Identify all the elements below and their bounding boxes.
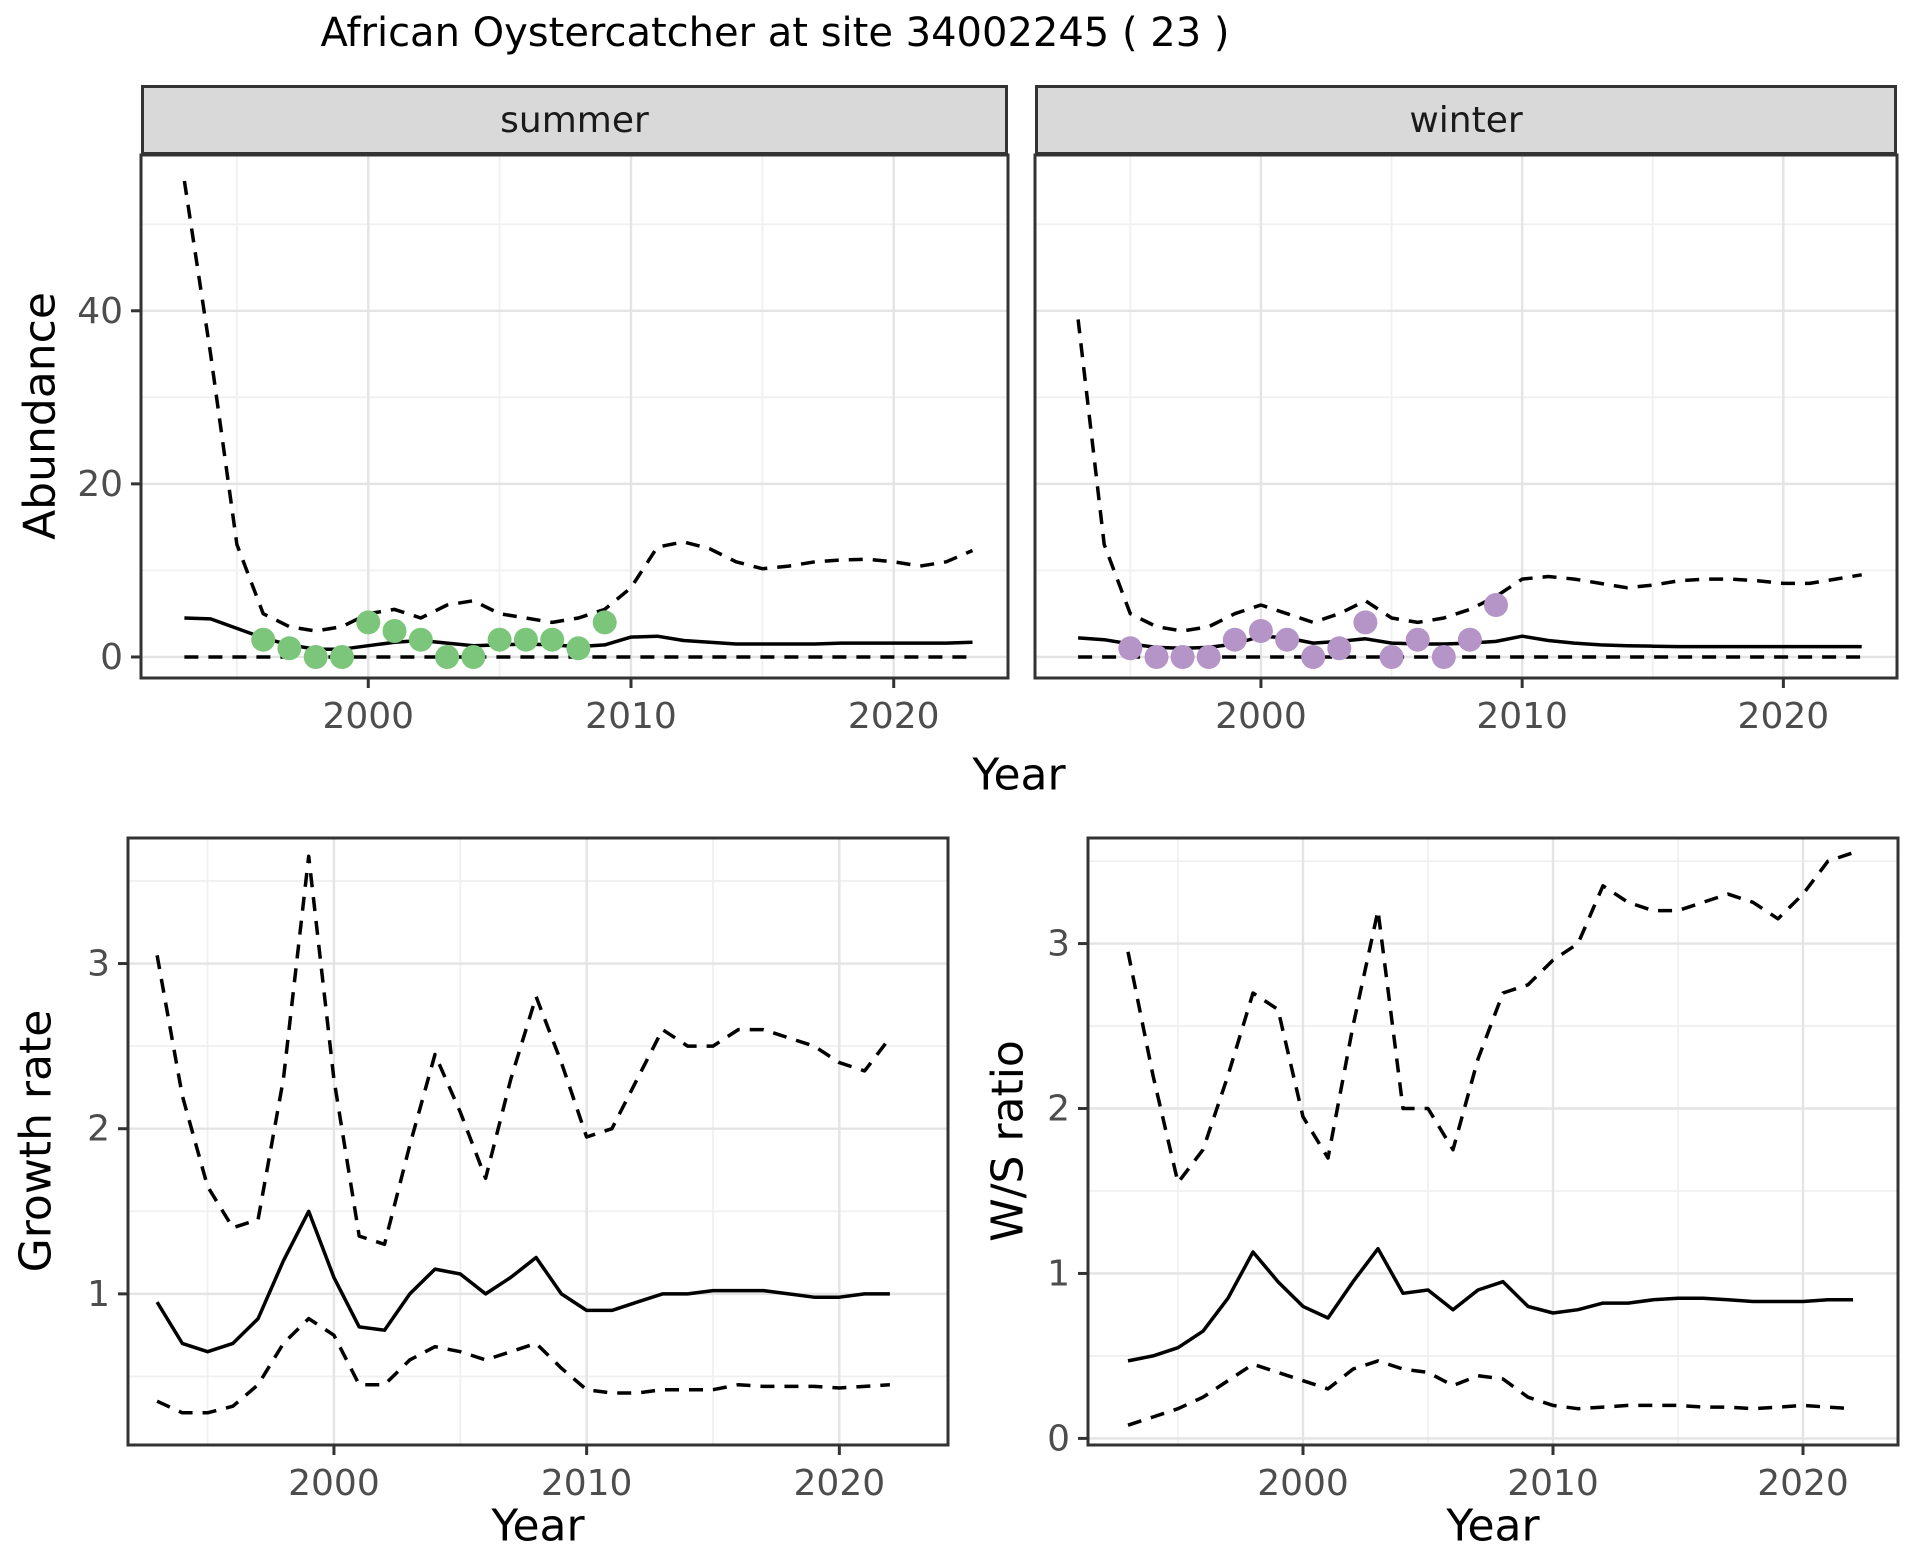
y-tick-label: 0 bbox=[1047, 1418, 1070, 1459]
x-tick-label: 2020 bbox=[848, 696, 940, 737]
observed-count-summer bbox=[251, 627, 276, 652]
panel-abundance-winter: 2000 2010 2020 bbox=[1033, 153, 1899, 737]
observed-count-summer bbox=[408, 627, 433, 652]
observed-count-winter bbox=[1248, 619, 1273, 643]
y-tick-label: 0 bbox=[100, 637, 123, 678]
series-lower-ci bbox=[1127, 1359, 1854, 1427]
observed-count-summer bbox=[461, 645, 486, 669]
y-tick-label: 3 bbox=[87, 944, 110, 985]
observed-count-summer bbox=[566, 636, 591, 661]
observed-count-summer bbox=[303, 645, 328, 669]
observed-count-summer bbox=[330, 645, 354, 669]
panel-ws-ratio: 2000 2010 2020 0 1 2 3 bbox=[1047, 836, 1900, 1504]
series-median bbox=[155, 1209, 890, 1354]
x-tick-label: 2010 bbox=[585, 696, 677, 737]
series-upper-ci bbox=[1126, 851, 1854, 1185]
y-tick-label: 2 bbox=[1047, 1089, 1070, 1130]
observed-count-winter bbox=[1196, 645, 1221, 669]
series-lower-ci bbox=[156, 1316, 891, 1415]
facet-strip-winter: winter bbox=[1035, 85, 1897, 155]
x-tick-label: 2020 bbox=[794, 1463, 886, 1504]
observed-count-winter bbox=[1353, 610, 1378, 635]
observed-count-winter bbox=[1405, 627, 1430, 652]
x-tick-label: 2010 bbox=[541, 1463, 633, 1504]
x-tick-label: 2000 bbox=[322, 696, 414, 737]
series-upper-ci bbox=[155, 854, 892, 1247]
y-tick-label: 20 bbox=[77, 464, 123, 505]
year-axis-label-bottom-left: Year bbox=[491, 1500, 585, 1552]
observed-count-winter bbox=[1301, 645, 1326, 669]
series-median bbox=[1127, 1246, 1853, 1363]
panel-background bbox=[1035, 155, 1897, 678]
observed-count-summer bbox=[487, 627, 512, 652]
growth-rate-axis-label: Growth rate bbox=[10, 1009, 62, 1273]
ws-ratio-axis-label: W/S ratio bbox=[982, 1040, 1034, 1242]
x-tick-label: 2020 bbox=[1757, 1463, 1849, 1504]
y-tick-label: 1 bbox=[87, 1274, 110, 1315]
x-tick-label: 2000 bbox=[288, 1463, 380, 1504]
observed-count-summer bbox=[513, 627, 538, 652]
observed-count-summer bbox=[277, 636, 302, 661]
panel-background bbox=[1088, 838, 1898, 1445]
series-upper-ci bbox=[182, 180, 974, 633]
y-tick-label: 3 bbox=[1047, 924, 1070, 965]
x-tick-label: 2010 bbox=[1507, 1463, 1599, 1504]
observed-count-winter bbox=[1118, 636, 1143, 661]
y-tick-label: 40 bbox=[77, 291, 123, 332]
observed-count-summer bbox=[435, 645, 460, 669]
observed-count-winter bbox=[1170, 645, 1195, 669]
x-tick-label: 2000 bbox=[1257, 1463, 1349, 1504]
facet-strip-winter-label: winter bbox=[1409, 99, 1523, 141]
panel-growth-rate: 2000 2010 2020 1 2 3 bbox=[87, 836, 950, 1504]
year-axis-label-bottom-right: Year bbox=[1446, 1500, 1540, 1552]
panel-abundance-summer: 2000 2010 2020 0 20 40 bbox=[77, 153, 1010, 737]
plot-title: African Oystercatcher at site 34002245 (… bbox=[320, 10, 1230, 56]
panel-border bbox=[126, 836, 950, 1447]
observed-count-winter bbox=[1431, 645, 1456, 669]
abundance-axis-label: Abundance bbox=[14, 292, 66, 540]
y-tick-label: 2 bbox=[87, 1109, 110, 1150]
facet-strip-summer: summer bbox=[141, 85, 1008, 155]
observed-count-summer bbox=[356, 610, 381, 635]
observed-count-winter bbox=[1275, 627, 1300, 652]
x-tick-label: 2000 bbox=[1215, 696, 1307, 737]
observed-count-summer bbox=[540, 627, 565, 652]
panel-border bbox=[139, 153, 1010, 680]
year-axis-label-top: Year bbox=[972, 749, 1066, 801]
observed-count-winter bbox=[1144, 645, 1169, 669]
panel-background bbox=[141, 155, 1008, 678]
y-tick-label: 1 bbox=[1047, 1253, 1070, 1294]
panel-border bbox=[1033, 153, 1899, 680]
observed-count-summer bbox=[382, 619, 407, 643]
facet-strip-summer-label: summer bbox=[500, 99, 649, 141]
observed-count-winter bbox=[1457, 627, 1482, 652]
observed-count-winter bbox=[1484, 593, 1508, 617]
observed-count-winter bbox=[1379, 645, 1404, 669]
observed-count-summer bbox=[592, 610, 617, 635]
observed-count-winter bbox=[1222, 627, 1247, 652]
x-tick-label: 2010 bbox=[1476, 696, 1568, 737]
panel-border bbox=[1086, 836, 1900, 1447]
x-tick-label: 2020 bbox=[1738, 696, 1830, 737]
observed-count-winter bbox=[1327, 636, 1352, 661]
panel-background bbox=[128, 838, 948, 1445]
